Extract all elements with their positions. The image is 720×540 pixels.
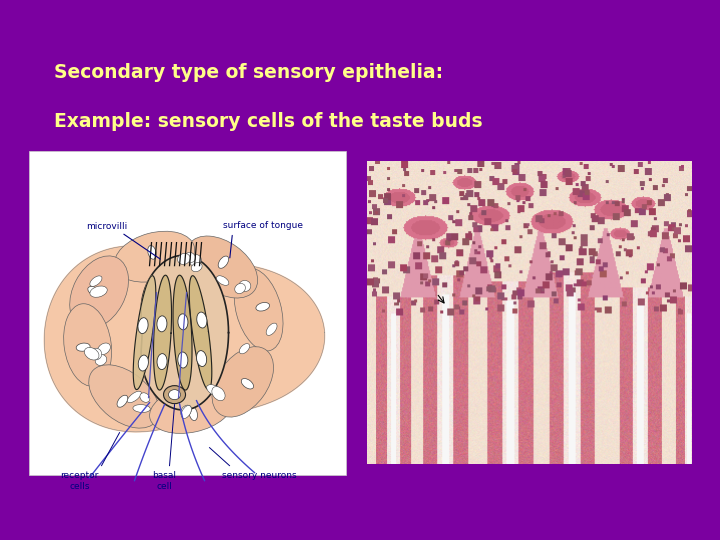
Ellipse shape xyxy=(150,385,233,434)
Ellipse shape xyxy=(186,252,195,262)
Text: receptor: receptor xyxy=(60,471,99,480)
Ellipse shape xyxy=(181,406,192,419)
Ellipse shape xyxy=(148,246,156,259)
Ellipse shape xyxy=(95,355,107,366)
Ellipse shape xyxy=(138,318,148,334)
Ellipse shape xyxy=(239,343,250,354)
Ellipse shape xyxy=(88,286,101,296)
Ellipse shape xyxy=(212,347,274,417)
Ellipse shape xyxy=(76,343,90,351)
Ellipse shape xyxy=(192,262,202,272)
Ellipse shape xyxy=(157,354,167,369)
Text: Example: sensory cells of the taste buds: Example: sensory cells of the taste buds xyxy=(54,112,482,131)
Text: microvilli: microvilli xyxy=(86,221,127,231)
Ellipse shape xyxy=(84,347,99,360)
Ellipse shape xyxy=(181,405,192,417)
Ellipse shape xyxy=(218,256,229,268)
Polygon shape xyxy=(189,276,212,389)
Ellipse shape xyxy=(241,379,253,389)
Ellipse shape xyxy=(90,276,102,286)
Ellipse shape xyxy=(70,256,128,329)
Text: Secondary type of sensory epithelia:: Secondary type of sensory epithelia: xyxy=(54,63,443,83)
Text: cells: cells xyxy=(69,482,90,491)
Ellipse shape xyxy=(157,316,167,332)
Ellipse shape xyxy=(178,314,188,330)
Ellipse shape xyxy=(256,302,269,311)
Ellipse shape xyxy=(239,280,251,292)
Ellipse shape xyxy=(90,348,102,360)
Ellipse shape xyxy=(212,387,225,401)
Ellipse shape xyxy=(235,284,246,294)
Ellipse shape xyxy=(197,312,207,328)
Ellipse shape xyxy=(117,395,127,407)
Ellipse shape xyxy=(186,236,258,298)
Polygon shape xyxy=(153,275,171,390)
Text: basal: basal xyxy=(153,471,176,480)
FancyBboxPatch shape xyxy=(29,151,346,475)
Ellipse shape xyxy=(189,254,202,266)
Text: cell: cell xyxy=(156,482,173,491)
Ellipse shape xyxy=(89,365,159,428)
Polygon shape xyxy=(133,276,156,389)
Ellipse shape xyxy=(178,253,190,265)
Ellipse shape xyxy=(207,384,223,396)
Ellipse shape xyxy=(127,391,141,403)
Ellipse shape xyxy=(234,268,283,351)
Ellipse shape xyxy=(138,355,148,371)
Ellipse shape xyxy=(90,286,107,298)
Text: sensory neurons: sensory neurons xyxy=(222,471,297,480)
Ellipse shape xyxy=(217,276,229,285)
Polygon shape xyxy=(45,246,325,432)
Ellipse shape xyxy=(168,390,181,400)
Ellipse shape xyxy=(197,350,207,367)
Ellipse shape xyxy=(163,386,186,403)
Ellipse shape xyxy=(266,323,277,335)
Ellipse shape xyxy=(189,407,197,421)
Ellipse shape xyxy=(114,231,194,282)
Ellipse shape xyxy=(63,303,112,386)
Ellipse shape xyxy=(97,343,110,355)
Text: surface of tongue: surface of tongue xyxy=(222,221,302,230)
Polygon shape xyxy=(141,255,228,410)
Polygon shape xyxy=(173,275,192,390)
Ellipse shape xyxy=(140,393,150,402)
Ellipse shape xyxy=(133,404,150,413)
Ellipse shape xyxy=(178,352,188,368)
